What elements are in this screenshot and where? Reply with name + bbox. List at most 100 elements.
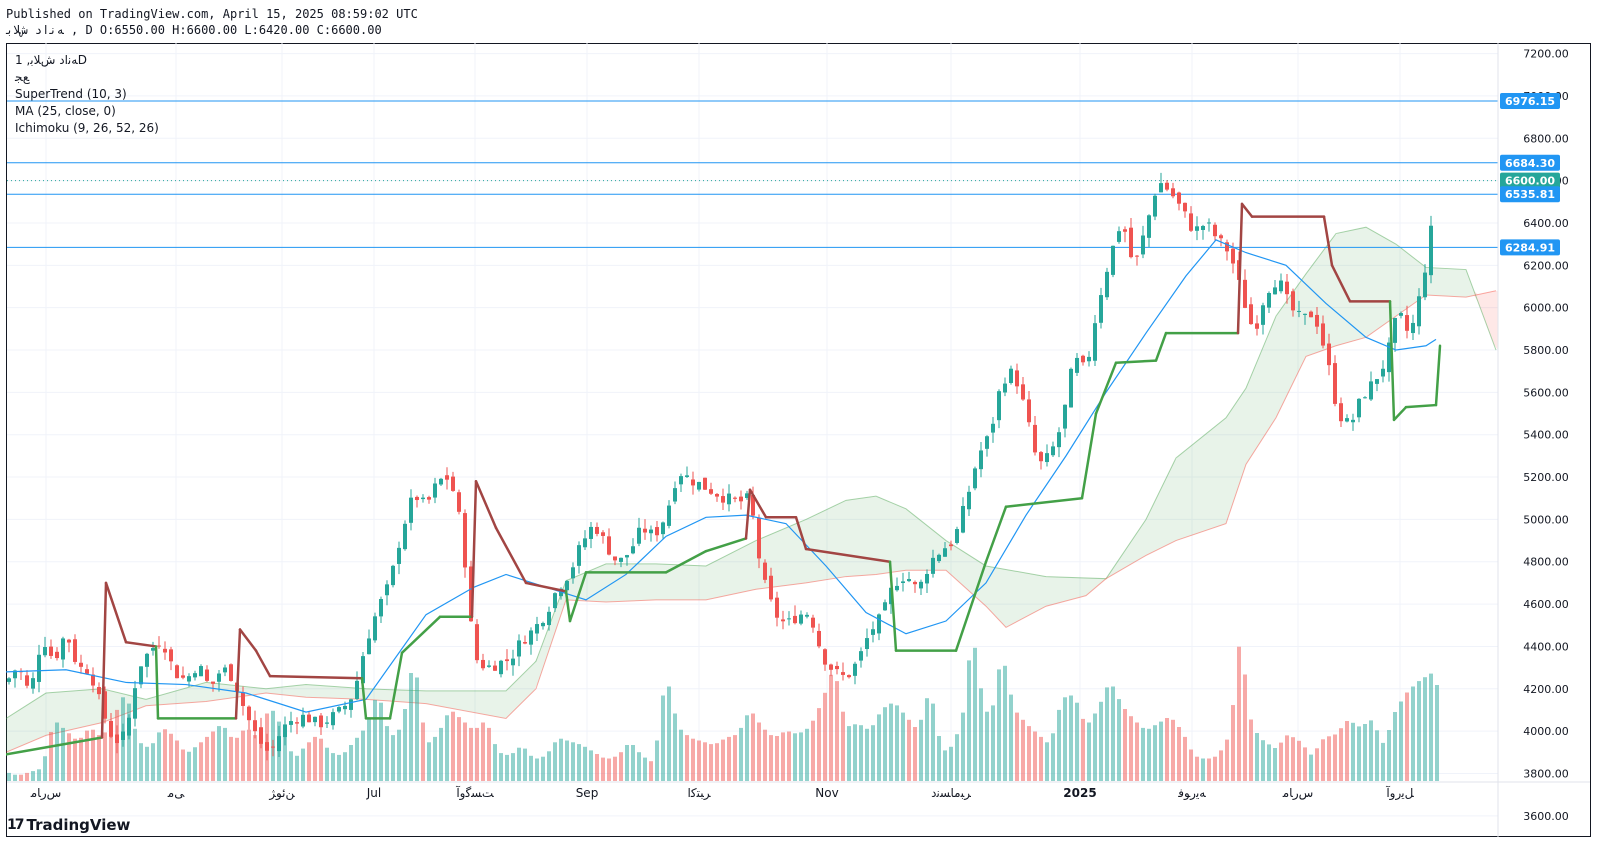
cloud-segment [1198,437,1202,534]
volume-bar [325,747,329,781]
volume-bar [481,722,485,781]
cloud-segment [1046,576,1050,607]
candle-body [169,649,173,662]
candle-body [211,681,215,684]
cloud-segment [634,563,638,601]
cloud-segment [454,690,458,710]
cloud-segment [158,694,162,705]
candle-body [1405,315,1409,331]
moving-average [5,239,1437,713]
cloud-segment [894,503,898,572]
cloud-segment [1114,560,1118,575]
candle-body [541,622,545,627]
cloud-segment [510,682,514,715]
volume-bar [1027,726,1031,781]
price-label-text: 6535.81 [1505,188,1555,201]
candle-body [739,496,743,502]
volume-bar [49,731,53,781]
volume-bar [1099,701,1103,781]
volume-bar [1069,695,1073,781]
y-tick-label: 5800.00 [1523,344,1569,357]
candle-body [1147,215,1151,238]
supertrend-segment [794,516,808,551]
cloud-segment [1110,566,1114,577]
candle-body [1117,231,1121,242]
volume-bar [487,727,491,781]
cloud-segment [50,692,54,735]
supertrend-segment [1114,359,1158,364]
candle-body [277,736,281,752]
volume-bar [1405,692,1409,781]
price-label-text: 6684.30 [1505,157,1555,170]
price-axis: 3600.00 3800.00 4000.00 4200.00 4400.00 4600.… [1497,43,1569,837]
candle-body [901,581,905,584]
cloud-segment [350,687,354,699]
price-chart[interactable]: 3600.00 3800.00 4000.00 4200.00 4400.00 4600.… [4,43,1591,837]
volume-bar [1075,702,1079,781]
volume-bar [427,742,431,781]
volume-bar [283,735,287,781]
cloud-segment [1002,568,1006,628]
legend-supertrend[interactable]: SuperTrend (10, 3) [15,87,127,101]
candle-body [241,692,245,706]
chart-panel[interactable]: 3600.00 3800.00 4000.00 4200.00 4400.00 4600.… [4,43,1591,837]
volume-bar [259,729,263,781]
volume-bar [493,744,497,781]
volume-bar [1255,733,1259,781]
candle-body [367,638,371,655]
horizontal-lines[interactable] [7,100,1498,248]
volume-bar [589,750,593,781]
candle-body [493,665,497,671]
cloud-segment [1058,576,1062,604]
candle-body [139,666,143,685]
candle-body [679,476,683,485]
tradingview-logo[interactable]: 17 TradingView [7,816,130,834]
candle-body [127,717,131,736]
cloud-segment [1090,578,1094,593]
volume-bar [85,730,89,781]
candle-body [685,475,689,477]
volume-bar [1321,739,1325,781]
candle-body [847,675,851,678]
cloud-segment [670,564,674,600]
cloud-segment [402,690,406,703]
cloud-segment [1398,245,1402,315]
cloud-segment [1362,227,1366,339]
candle-body [511,658,515,666]
candle-body [1111,245,1115,275]
candle-body [505,659,509,662]
candle-body [391,565,395,586]
candle-body [1315,314,1319,327]
volume-bar [469,727,473,781]
senkou-span-a [5,226,1497,719]
candle-body [1261,305,1265,325]
cloud-segment [1462,269,1466,298]
volume-bar [223,727,227,781]
cloud-segment [478,690,482,714]
candle-body [1279,280,1283,292]
volume-bar [1189,749,1193,781]
price-label-text: 6600.00 [1505,175,1555,188]
volume-bar [1369,720,1373,781]
supertrend-segment [704,537,748,553]
cloud-segment [878,496,882,575]
supertrend-segment [744,488,752,540]
candle-body [853,663,857,676]
y-tick-label: 3800.00 [1523,767,1569,780]
volume-bar [505,754,509,781]
y-tick-label: 4200.00 [1523,683,1569,696]
legend-ichimoku[interactable]: Ichimoku (9, 26, 52, 26) [15,121,159,135]
candle-body [151,648,155,651]
volume-bar [943,750,947,781]
cloud-segment [898,505,902,572]
candle-body [649,529,653,534]
volume-bar [769,735,773,781]
candle-body [811,617,815,628]
chart-border [6,43,1591,837]
candle-body [1015,370,1019,387]
legend-ma[interactable]: MA (25, close, 0) [15,104,116,118]
candle-body [619,557,623,562]
volume-bar [421,722,425,781]
price-label-tag [1500,239,1560,256]
volume-bar [349,745,353,781]
